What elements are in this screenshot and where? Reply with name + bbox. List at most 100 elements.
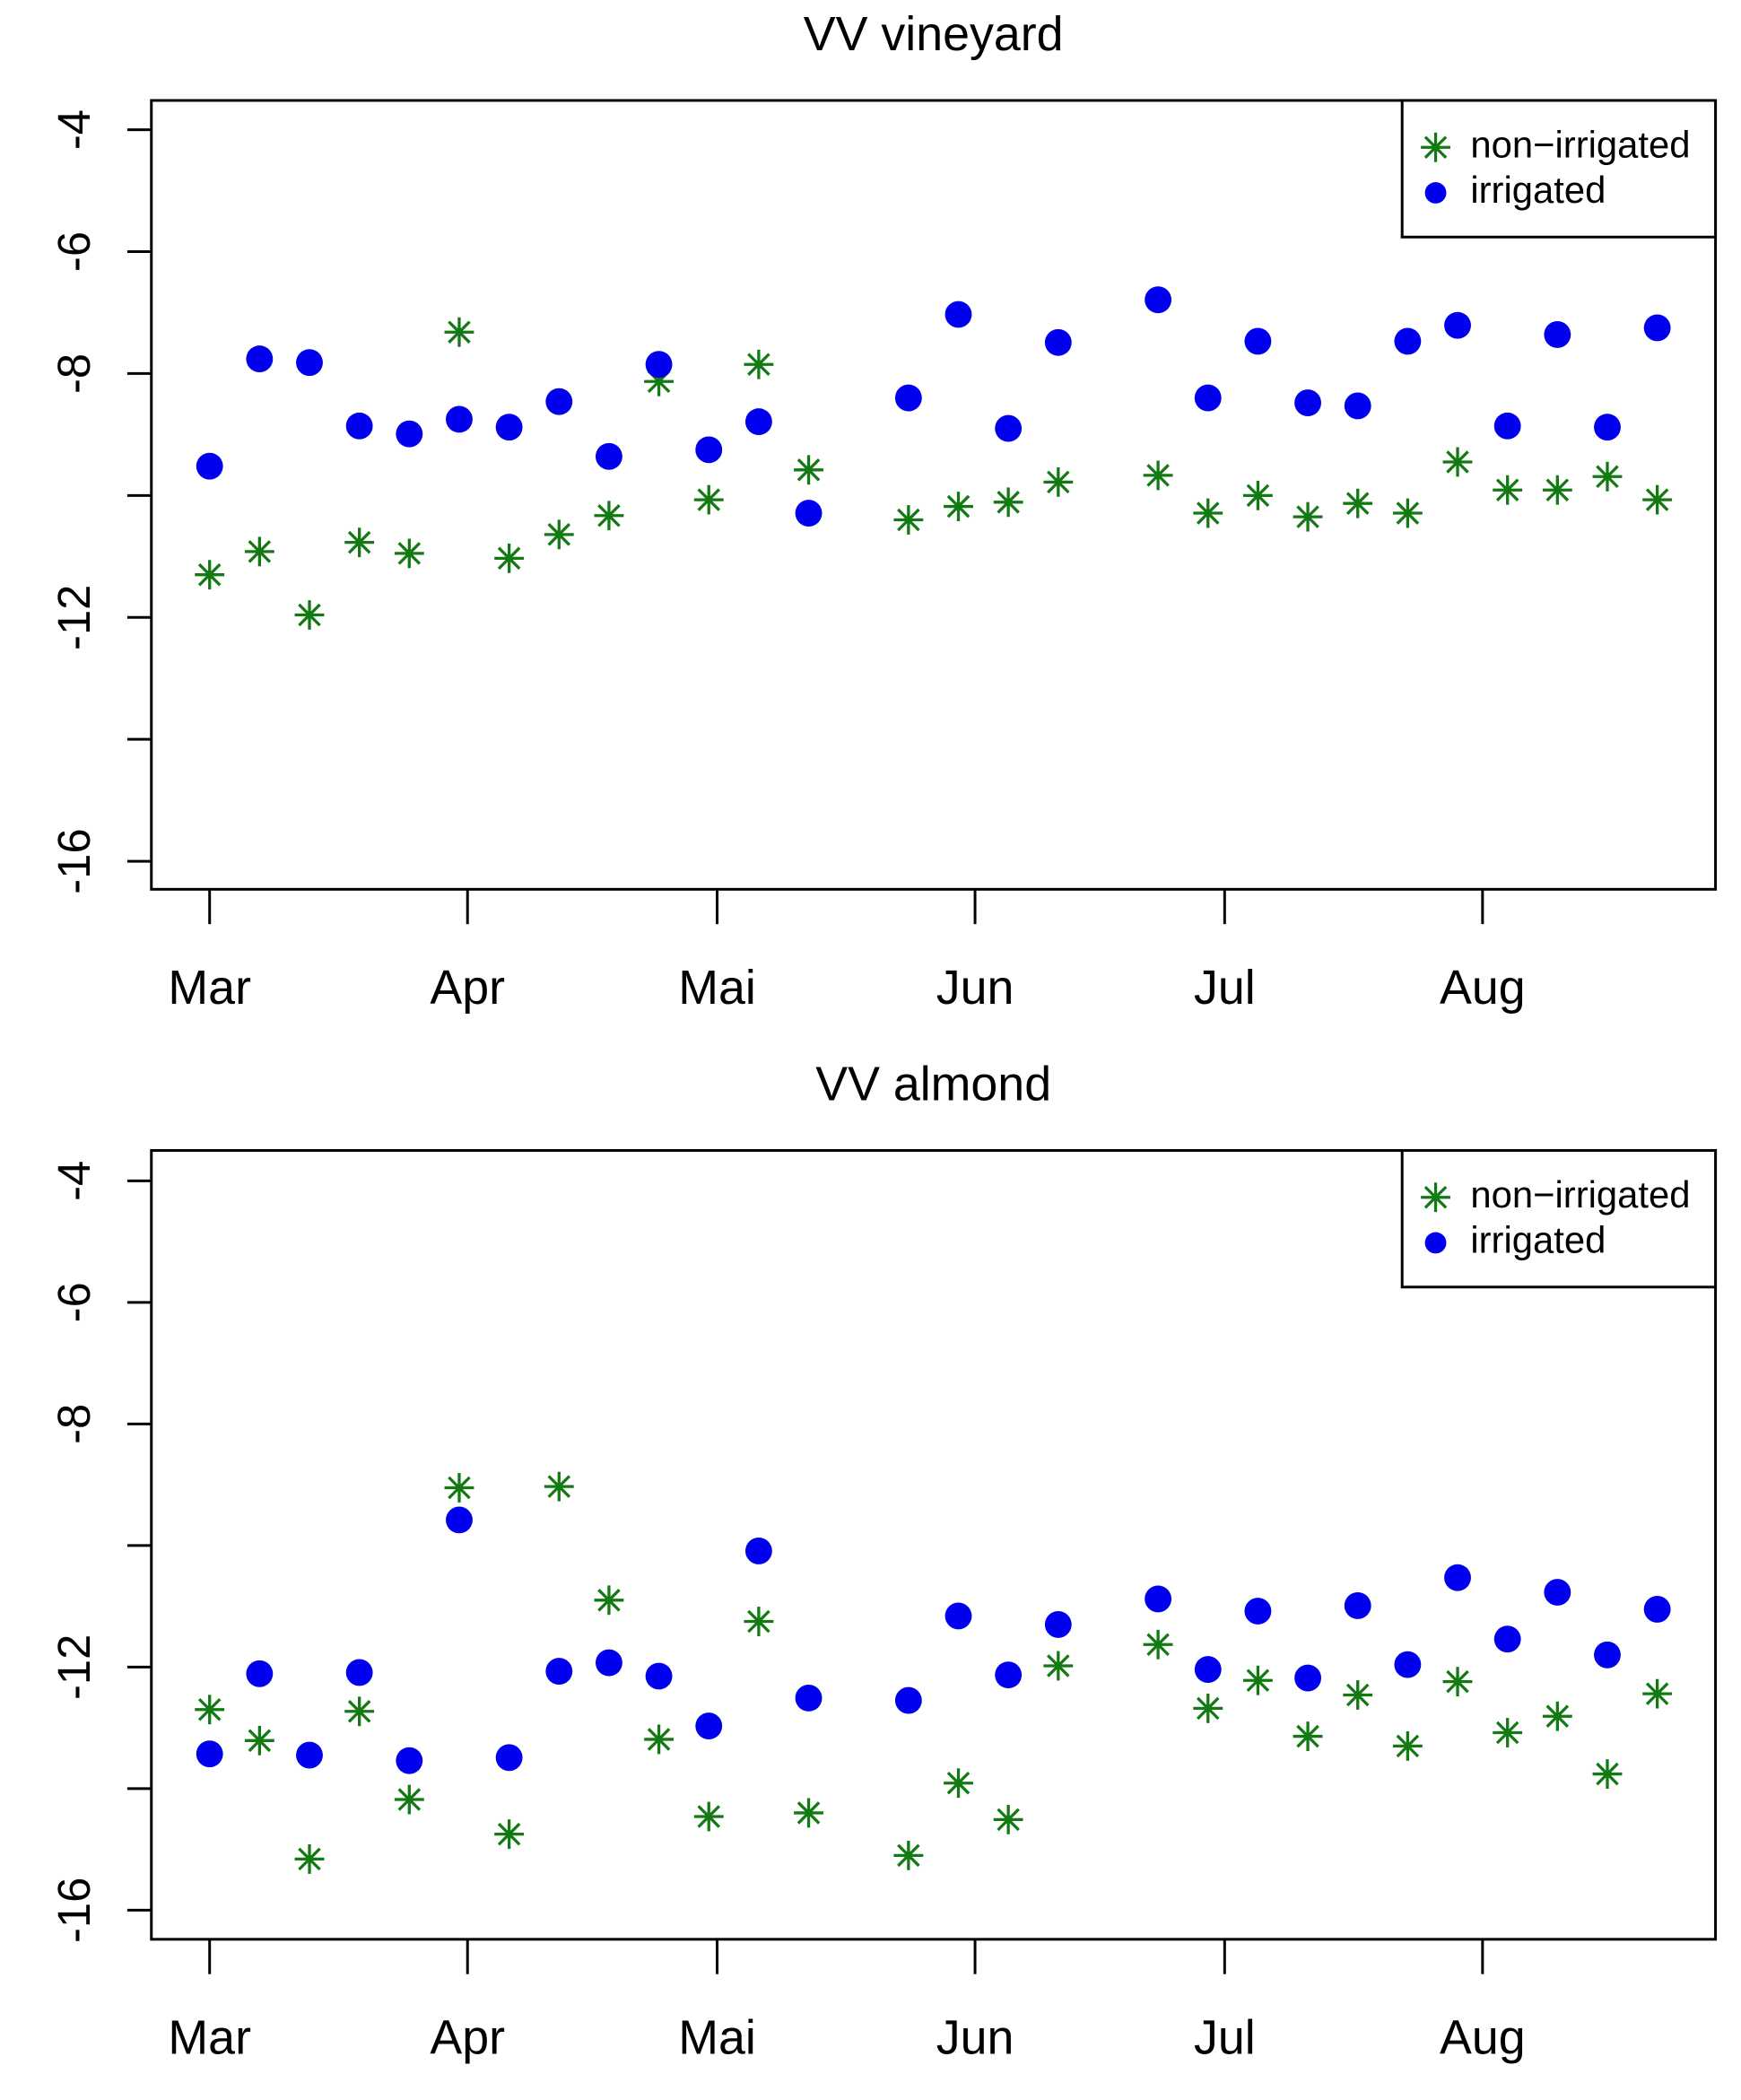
point	[196, 452, 223, 480]
marker-stroke	[397, 542, 422, 565]
marker-stroke	[1495, 1721, 1519, 1745]
y-tick-label: -16	[48, 828, 100, 893]
point	[344, 527, 375, 558]
marker-stroke	[197, 562, 222, 587]
marker-stroke	[1645, 488, 1669, 511]
marker-stroke	[1047, 470, 1070, 494]
marker-stroke	[497, 1822, 521, 1846]
x-tick-label: Jul	[1194, 961, 1256, 1015]
x-tick-label: Jun	[936, 961, 1014, 1015]
marker-stroke	[1047, 1654, 1070, 1677]
legend-label: non−irrigated	[1470, 123, 1690, 165]
marker-stroke	[347, 1700, 371, 1723]
point	[294, 1843, 325, 1874]
point	[1544, 1579, 1571, 1606]
marker-stroke	[997, 1808, 1020, 1832]
x-tick-label: Jul	[1194, 2011, 1256, 2065]
marker-stroke	[1146, 464, 1170, 487]
point	[1145, 286, 1172, 314]
point	[1542, 1701, 1572, 1731]
point	[396, 1747, 423, 1774]
point	[995, 414, 1023, 442]
point	[645, 1662, 673, 1690]
point	[695, 436, 723, 464]
point	[644, 1724, 674, 1755]
point	[1642, 1678, 1673, 1709]
point	[1594, 414, 1621, 441]
point	[944, 1768, 973, 1799]
point	[1193, 1693, 1223, 1723]
point	[595, 442, 622, 470]
point	[1493, 1718, 1523, 1747]
point	[1544, 321, 1571, 348]
point	[345, 412, 373, 440]
point	[995, 1661, 1023, 1689]
point	[1044, 1610, 1072, 1638]
point	[1392, 1730, 1423, 1761]
point	[1643, 1596, 1671, 1623]
marker-stroke	[1246, 484, 1270, 508]
point	[394, 538, 424, 569]
point	[1143, 460, 1173, 491]
point	[294, 600, 325, 630]
point	[944, 301, 972, 328]
point	[645, 351, 673, 379]
marker-stroke	[547, 523, 571, 546]
point	[1444, 1564, 1471, 1591]
marker-stroke	[1596, 1762, 1619, 1786]
marker-stroke	[248, 540, 272, 563]
point	[396, 420, 423, 448]
point	[345, 1659, 373, 1686]
marker-stroke	[448, 320, 471, 344]
point	[446, 405, 473, 433]
point	[544, 1471, 574, 1502]
marker-stroke	[1396, 1734, 1420, 1758]
point	[1194, 1656, 1222, 1683]
marker-stroke	[1545, 478, 1570, 501]
point	[394, 1784, 424, 1815]
marker-stroke	[1446, 1669, 1469, 1694]
point	[1043, 466, 1074, 497]
point	[795, 500, 823, 527]
point	[993, 1804, 1023, 1834]
point	[693, 484, 724, 515]
point	[1643, 314, 1671, 342]
marker-stroke	[1196, 501, 1220, 525]
marker-stroke	[1446, 450, 1469, 474]
marker-stroke	[298, 1847, 321, 1871]
chart-title: VV almond	[815, 1058, 1051, 1111]
y-tick-label: -6	[48, 1282, 100, 1322]
marker-stroke	[946, 1771, 971, 1795]
point	[794, 455, 823, 485]
marker-stroke	[597, 503, 621, 527]
marker-stroke	[1596, 465, 1619, 489]
point	[595, 1649, 622, 1677]
point	[446, 1506, 473, 1534]
x-tick-label: Jun	[936, 2011, 1014, 2065]
point	[444, 1473, 474, 1503]
marker-stroke	[697, 1805, 721, 1828]
point	[1442, 447, 1473, 477]
point	[1542, 475, 1572, 505]
point	[594, 1585, 624, 1616]
point	[1442, 1667, 1473, 1697]
marker-stroke	[1345, 1683, 1370, 1707]
point	[1145, 1585, 1172, 1613]
point	[246, 345, 274, 373]
point	[1293, 501, 1323, 532]
x-tick-label: Aug	[1440, 961, 1526, 1015]
legend-marker	[1421, 132, 1450, 162]
point	[1244, 1598, 1272, 1625]
x-tick-label: Mar	[168, 2011, 251, 2065]
marker-stroke	[298, 603, 321, 627]
point	[195, 560, 225, 590]
point	[894, 384, 922, 412]
point	[1394, 327, 1422, 355]
point	[196, 1740, 223, 1768]
point	[1493, 1625, 1521, 1653]
point	[1242, 480, 1273, 510]
point	[893, 505, 924, 535]
legend-marker	[1424, 1232, 1447, 1254]
